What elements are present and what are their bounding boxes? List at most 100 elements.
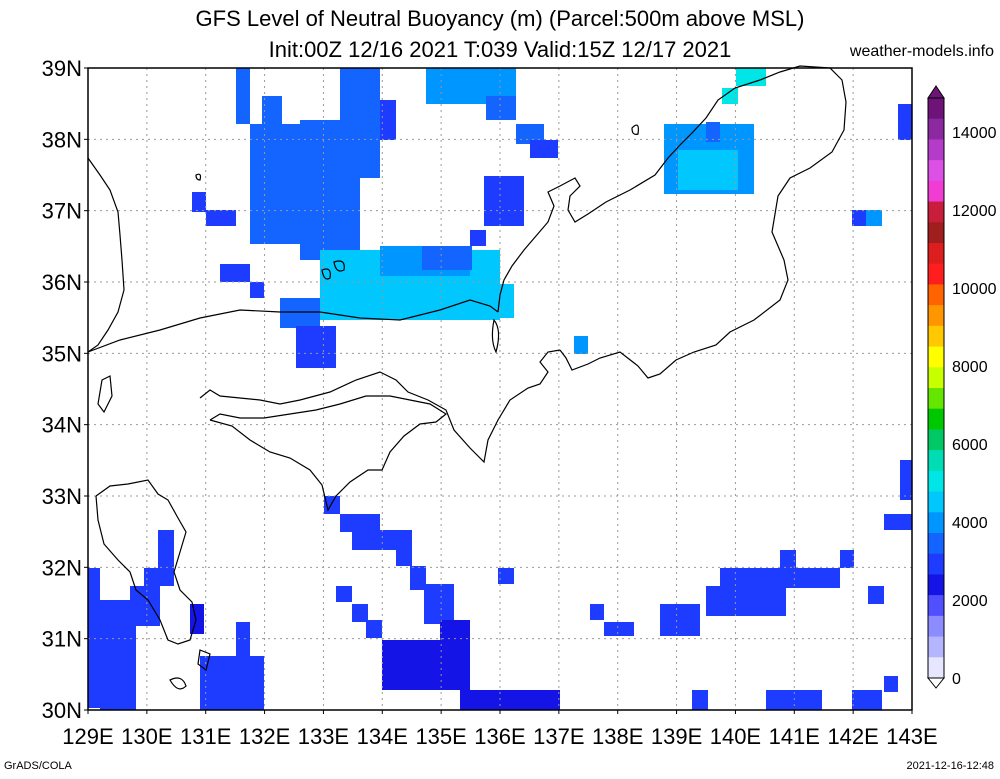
- coast-honshu-south: [199, 349, 561, 464]
- colorbar: 14000 12000 10000 8000 6000 4000 2000 0: [926, 85, 997, 689]
- shaded-cell: [516, 124, 544, 144]
- latitude-label: 31N: [42, 627, 82, 652]
- longitude-label: 143E: [886, 724, 937, 749]
- shaded-cell: [852, 690, 882, 710]
- shaded-cell: [382, 640, 442, 690]
- coast-kyushu: [95, 479, 197, 645]
- coast-inland-sea: [87, 299, 499, 353]
- shaded-cell: [884, 676, 898, 692]
- longitude-label: 140E: [710, 724, 761, 749]
- colorbar-segment: [928, 367, 944, 389]
- shaded-cell: [130, 586, 160, 626]
- colorbar-segment: [928, 491, 944, 513]
- coast-island-1: [321, 268, 331, 280]
- shaded-cell: [158, 530, 174, 586]
- map-title: GFS Level of Neutral Buoyancy (m) (Parce…: [195, 6, 805, 31]
- longitude-label: 130E: [121, 724, 172, 749]
- shaded-cell: [410, 566, 426, 590]
- shaded-cell: [340, 514, 380, 532]
- longitude-label: 139E: [651, 724, 702, 749]
- coast-island-7: [491, 318, 500, 354]
- colorbar-segment: [928, 325, 944, 348]
- footer-timestamp: 2021-12-16-12:48: [906, 760, 994, 772]
- shaded-cell: [692, 690, 708, 710]
- colorbar-frame: [927, 97, 945, 679]
- shaded-cell: [706, 122, 720, 142]
- shaded-cell: [780, 550, 796, 568]
- shaded-cell: [340, 68, 380, 178]
- longitude-label: 138E: [592, 724, 643, 749]
- shaded-cell: [144, 568, 160, 588]
- coast-island-4: [195, 173, 202, 181]
- colorbar-segment: [928, 533, 944, 555]
- shaded-cell: [200, 656, 264, 710]
- shaded-cell: [366, 620, 382, 638]
- shaded-cell: [898, 104, 912, 140]
- shaded-cell: [840, 550, 854, 568]
- longitude-label: 136E: [474, 724, 525, 749]
- shaded-cell: [250, 282, 264, 298]
- shaded-cell: [720, 568, 840, 588]
- shaded-field: [88, 68, 912, 710]
- shaded-cell: [352, 530, 412, 550]
- colorbar-bottom-arrow: [926, 677, 946, 689]
- longitude-label: 134E: [357, 724, 408, 749]
- latitude-label: 32N: [42, 555, 82, 580]
- shaded-cell: [884, 514, 912, 530]
- shaded-cell: [336, 586, 352, 602]
- latitude-label: 39N: [42, 56, 82, 81]
- latitude-label: 30N: [42, 698, 82, 723]
- longitude-label: 131E: [180, 724, 231, 749]
- shaded-cell: [706, 586, 786, 616]
- coast-island-6: [97, 375, 113, 414]
- coastlines: [87, 65, 847, 690]
- shaded-cell: [422, 246, 472, 270]
- longitude-label: 132E: [239, 724, 290, 749]
- shaded-cell: [296, 326, 336, 368]
- colorbar-segment: [928, 512, 944, 534]
- coast-island-2: [333, 260, 345, 272]
- map-subtitle: Init:00Z 12/16 2021 T:039 Valid:15Z 12/1…: [268, 37, 732, 62]
- shaded-cell: [574, 336, 588, 354]
- colorbar-segment: [928, 243, 944, 265]
- longitude-label: 137E: [533, 724, 584, 749]
- latitude-label: 38N: [42, 127, 82, 152]
- shaded-cell: [604, 622, 634, 636]
- colorbar-segment: [928, 263, 944, 285]
- colorbar-segment: [928, 388, 944, 410]
- colorbar-segment: [928, 139, 944, 161]
- shaded-cell: [236, 68, 250, 124]
- shaded-cell: [440, 620, 470, 690]
- colorbar-label: 10000: [952, 281, 997, 298]
- colorbar-segment: [928, 118, 944, 140]
- colorbar-segment: [928, 222, 944, 244]
- colorbar-label: 2000: [952, 593, 988, 610]
- shaded-cell: [484, 176, 524, 226]
- colorbar-segment: [928, 636, 944, 658]
- latitude-label: 33N: [42, 484, 82, 509]
- site-credit: weather-models.info: [849, 43, 994, 60]
- footer-credit: GrADS/COLA: [4, 760, 72, 772]
- coast-island-3: [169, 677, 187, 690]
- shaded-cell: [280, 298, 320, 328]
- colorbar-segment: [928, 615, 944, 638]
- coast-island-5: [631, 124, 639, 135]
- longitude-label: 133E: [298, 724, 349, 749]
- latitude-label: 34N: [42, 413, 82, 438]
- colorbar-segment: [928, 346, 944, 368]
- shaded-cell: [460, 690, 560, 710]
- shaded-cell: [590, 604, 604, 620]
- shaded-cell: [220, 264, 250, 282]
- colorbar-segment: [928, 160, 944, 182]
- shaded-cell: [660, 604, 700, 636]
- shaded-cell: [190, 604, 204, 634]
- colorbar-label: 6000: [952, 437, 988, 454]
- shaded-cell: [498, 568, 514, 584]
- gridlines: [88, 68, 912, 710]
- shaded-cell: [192, 192, 206, 212]
- colorbar-segment: [928, 574, 944, 596]
- longitude-label: 142E: [827, 724, 878, 749]
- shaded-cell: [766, 690, 822, 710]
- colorbar-label: 0: [952, 671, 961, 688]
